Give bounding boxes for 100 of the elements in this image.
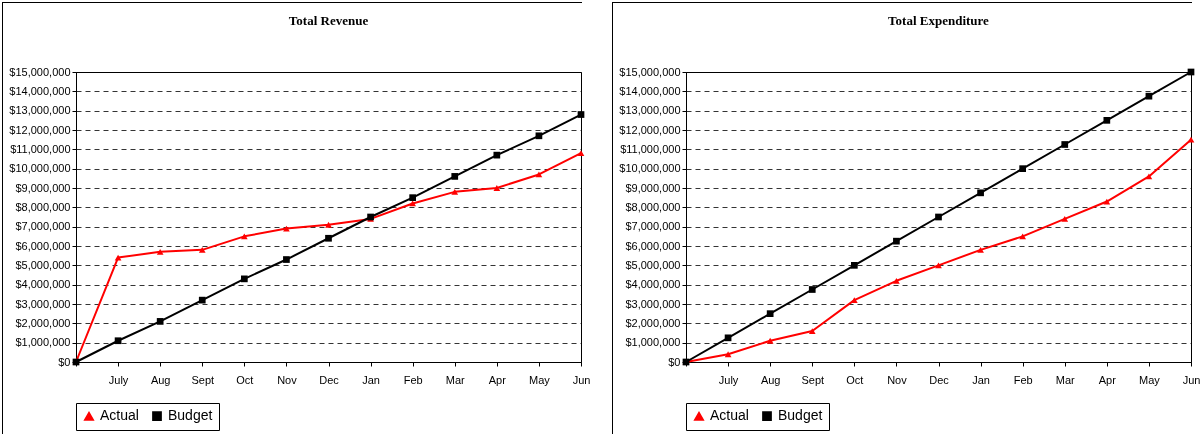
y-tick-label: $3,000,000	[15, 297, 71, 310]
y-tick-label: $6,000,000	[625, 239, 681, 252]
point	[1103, 116, 1111, 124]
point	[577, 150, 585, 157]
x-tick-label: Dec	[929, 373, 950, 386]
y-tick-label: $1,000,000	[625, 336, 681, 349]
y-tick-label: $14,000,000	[619, 84, 681, 97]
point	[409, 194, 417, 202]
point	[808, 286, 816, 293]
point	[893, 277, 900, 284]
point	[156, 248, 164, 255]
x-tick-label: July	[108, 373, 129, 386]
x-tick-label: May	[529, 373, 551, 386]
x-tick-label: Mar	[1055, 373, 1076, 386]
point	[198, 246, 206, 253]
point	[808, 328, 816, 334]
legend-label: Actual	[100, 407, 139, 424]
y-tick-label: $5,000,000	[625, 258, 681, 271]
y-tick-label: $9,000,000	[625, 181, 681, 194]
chart-title: Total Revenue	[288, 13, 369, 28]
point	[766, 337, 774, 344]
chart-title: Total Expenditure	[888, 13, 990, 28]
y-tick-label: $7,000,000	[625, 220, 681, 233]
point	[283, 256, 290, 263]
x-tick-label: Dec	[319, 373, 340, 386]
y-tick-label: $13,000,000	[619, 104, 681, 117]
point	[1019, 233, 1027, 240]
y-tick-label: $9,000,000	[15, 181, 71, 194]
y-tick-label: $11,000,000	[620, 142, 681, 155]
y-tick-label: $2,000,000	[625, 316, 681, 329]
point	[493, 151, 501, 159]
x-tick-label: Oct	[846, 373, 864, 386]
y-tick-label: $0	[58, 355, 71, 368]
point	[240, 233, 248, 240]
x-tick-label: Jan	[362, 373, 380, 386]
point	[1061, 141, 1069, 148]
legend-label: Budget	[778, 407, 823, 424]
y-tick-label: $0	[668, 355, 681, 368]
y-tick-label: $12,000,000	[9, 123, 71, 136]
point	[977, 189, 984, 197]
point	[1061, 216, 1069, 222]
point	[935, 213, 942, 221]
x-tick-label: Feb	[1013, 373, 1033, 386]
point	[451, 173, 459, 180]
x-tick-label: Sept	[191, 373, 215, 386]
legend-label: Budget	[168, 407, 213, 424]
y-tick-label: $13,000,000	[9, 104, 71, 117]
point	[850, 261, 858, 269]
x-tick-label: Jun	[572, 373, 591, 386]
y-tick-label: $15,000,000	[619, 65, 681, 78]
point	[114, 254, 122, 261]
y-tick-label: $5,000,000	[15, 258, 71, 271]
point	[325, 234, 332, 242]
point	[283, 225, 290, 232]
x-tick-label: Jan	[972, 373, 990, 386]
x-tick-label: Aug	[760, 373, 781, 386]
y-tick-label: $3,000,000	[625, 297, 681, 310]
point	[893, 237, 900, 245]
x-tick-label: July	[718, 373, 739, 386]
x-tick-label: Apr	[488, 373, 507, 386]
point	[1145, 92, 1153, 100]
x-tick-label: Nov	[887, 373, 908, 386]
point	[724, 351, 732, 358]
x-tick-label: Sept	[801, 373, 825, 386]
y-tick-label: $2,000,000	[15, 316, 71, 329]
point	[198, 296, 206, 304]
y-tick-label: $8,000,000	[625, 200, 681, 213]
point	[977, 246, 984, 253]
point	[156, 318, 164, 325]
point	[724, 334, 732, 342]
y-tick-label: $4,000,000	[15, 278, 71, 291]
y-tick-label: $12,000,000	[619, 123, 681, 136]
x-tick-label: Aug	[150, 373, 171, 386]
y-tick-label: $15,000,000	[9, 65, 71, 78]
x-tick-label: Oct	[236, 373, 254, 386]
x-tick-label: Nov	[277, 373, 298, 386]
point	[577, 111, 585, 118]
x-tick-label: Jun	[1182, 373, 1200, 386]
y-tick-label: $8,000,000	[15, 200, 71, 213]
point	[935, 262, 942, 269]
legend-label: Actual	[710, 407, 749, 424]
point	[493, 185, 501, 191]
point	[451, 188, 459, 195]
x-tick-label: Mar	[445, 373, 466, 386]
y-tick-label: $11,000,000	[10, 142, 71, 155]
y-tick-label: $7,000,000	[15, 220, 71, 233]
point	[766, 310, 774, 318]
point	[1019, 165, 1027, 173]
x-tick-label: Apr	[1098, 373, 1117, 386]
point	[240, 275, 248, 283]
point	[325, 221, 332, 228]
y-tick-label: $10,000,000	[9, 162, 71, 175]
point	[1187, 136, 1195, 143]
y-tick-label: $14,000,000	[9, 84, 71, 97]
point	[535, 132, 543, 140]
y-tick-label: $6,000,000	[15, 239, 71, 252]
y-tick-label: $10,000,000	[619, 162, 681, 175]
y-tick-label: $1,000,000	[15, 336, 71, 349]
y-tick-label: $4,000,000	[625, 278, 681, 291]
x-tick-label: May	[1139, 373, 1161, 386]
